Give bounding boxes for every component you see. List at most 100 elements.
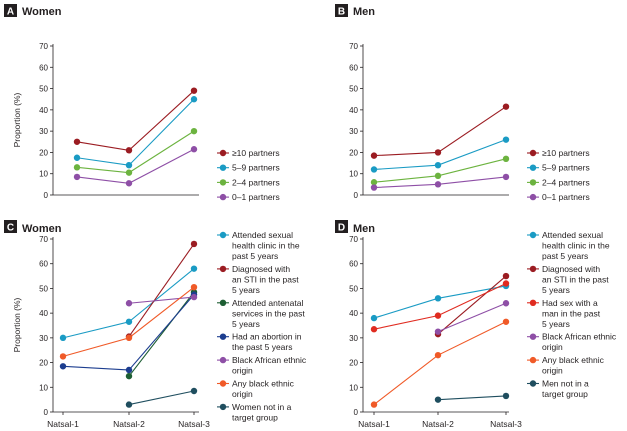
legend-label: Any black ethnic [232,379,295,389]
data-point [502,136,510,143]
legend-marker [529,231,537,239]
legend-marker [219,356,227,364]
data-point [434,149,442,156]
data-point [125,334,133,342]
legend-label: Men not in a [542,379,589,389]
data-point [370,314,378,322]
legend-marker [529,333,537,340]
data-point [190,283,198,291]
series-line [76,148,195,184]
panel-letter: A [7,7,14,18]
legend-label: 0–1 partners [542,192,590,202]
panel-badge [4,220,17,233]
x-tick-label: Natsal-2 [113,419,145,429]
legend-label: Attended sexual [542,230,603,240]
y-tick-label: 20 [39,148,48,157]
data-point [370,326,378,333]
data-point [502,155,510,163]
y-axis-label: Proportion (%) [12,92,22,147]
data-point [190,265,198,272]
series-line [437,275,507,335]
legend-label: 2–4 partners [232,177,280,187]
legend-label: target group [232,412,278,422]
data-point [434,172,442,180]
data-point [370,184,378,191]
data-point [125,300,133,307]
series-line [373,282,507,330]
legend-label: Any black ethnic [542,355,605,365]
data-point [434,162,442,169]
legend-marker [219,333,227,340]
data-point [190,146,198,153]
data-point [502,392,510,400]
y-tick-label: 40 [349,309,358,318]
y-tick-label: 60 [39,63,48,72]
legend-label: 5 years [542,319,570,329]
x-tick-label: Natsal-3 [490,419,522,429]
data-point [502,173,510,181]
series-line [76,98,195,166]
legend-label: the past 5 years [232,342,292,352]
panel-title: Women [22,223,62,235]
y-tick-label: 0 [44,408,49,417]
data-point [502,103,510,110]
legend-marker [219,380,227,387]
legend-label: origin [232,389,253,399]
legend-marker [529,179,537,186]
legend-label: Attended sexual [232,230,293,240]
y-tick-label: 20 [39,359,48,368]
y-tick-label: 50 [349,85,358,94]
legend-marker [219,299,227,306]
data-point [190,87,198,94]
panel-title: Men [353,6,375,18]
data-point [59,334,67,342]
y-tick-label: 60 [39,260,48,269]
data-point [434,312,442,319]
y-tick-label: 30 [39,127,48,136]
legend-marker [529,299,537,306]
legend-label: ≥10 partners [542,148,590,158]
series-line [128,291,195,377]
legend-label: origin [542,366,563,376]
data-point [434,396,442,403]
panel-title: Women [22,6,62,18]
data-point [502,300,510,307]
legend-label: 5 years [542,285,570,295]
legend-label: 2–4 partners [542,177,590,187]
legend-label: 5–9 partners [542,163,590,173]
data-point [73,154,81,161]
panel-badge [4,4,17,17]
data-point [502,318,510,325]
legend-label: past 5 years [232,251,278,261]
legend-label: Black African ethnic [542,332,617,342]
y-tick-label: 60 [349,63,358,72]
data-point [370,179,378,186]
y-tick-label: 10 [39,383,48,392]
y-tick-label: 50 [349,284,358,293]
legend-label: Diagnosed with [232,264,290,274]
y-tick-label: 10 [349,170,358,179]
legend-label: services in the past [232,308,305,318]
series-line [437,302,507,333]
legend-marker [529,265,537,273]
legend-label: 5–9 partners [232,163,280,173]
y-tick-label: 70 [39,235,48,244]
data-point [370,152,378,159]
legend-label: Had an abortion in [232,332,302,342]
legend-label: man in the past [542,308,601,318]
y-axis-label: Proportion (%) [12,297,22,352]
legend-label: target group [542,389,588,399]
y-tick-label: 70 [349,235,358,244]
data-point [190,96,198,103]
legend-marker [529,164,537,171]
series-line [128,296,195,304]
x-tick-label: Natsal-2 [422,419,454,429]
data-point [190,127,198,135]
x-tick-label: Natsal-3 [178,419,210,429]
x-tick-label: Natsal-1 [47,419,79,429]
data-point [434,328,442,335]
data-point [190,387,198,395]
panel-title: Men [353,223,375,235]
legend-marker [529,356,537,364]
data-point [125,180,133,187]
